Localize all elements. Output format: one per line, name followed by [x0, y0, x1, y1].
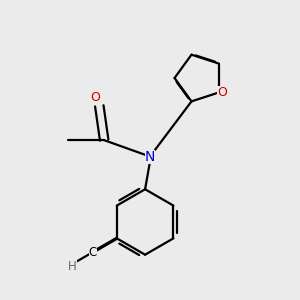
- Text: C: C: [88, 246, 97, 259]
- Text: N: N: [145, 149, 155, 164]
- Text: H: H: [68, 260, 77, 273]
- Text: O: O: [90, 91, 100, 104]
- Text: O: O: [217, 86, 227, 99]
